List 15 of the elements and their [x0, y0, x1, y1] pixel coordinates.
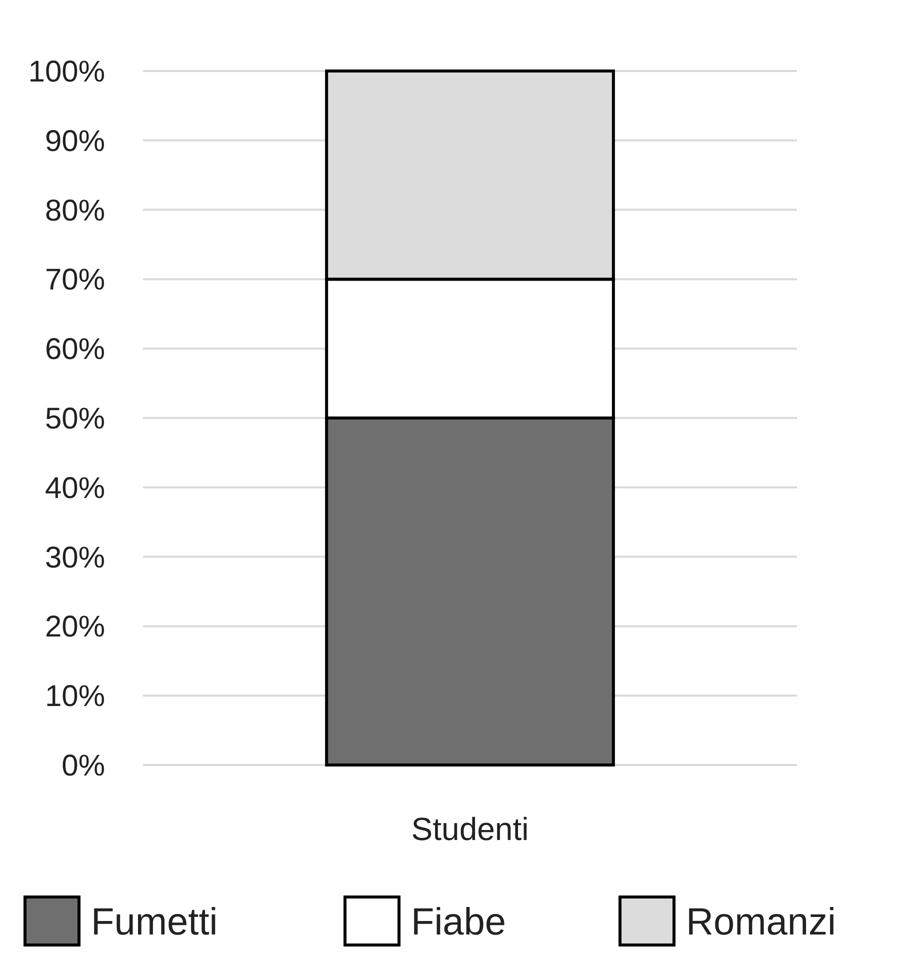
y-tick-label: 50% [44, 402, 105, 436]
y-tick-label: 0% [62, 750, 105, 782]
y-tick-label: 20% [44, 610, 105, 644]
y-tick-label: 10% [44, 680, 105, 714]
legend-label: Fumetti [91, 901, 218, 944]
legend-label: Fiabe [411, 901, 506, 944]
legend-label: Romanzi [686, 901, 836, 944]
y-tick-label: 40% [44, 472, 105, 505]
y-tick-label: 30% [44, 541, 105, 574]
x-tick-label: Studenti [411, 811, 529, 847]
y-tick-label: 80% [44, 194, 105, 228]
y-tick-label: 90% [44, 124, 105, 158]
y-tick-label: 100% [28, 56, 105, 88]
y-tick-label: 60% [44, 333, 105, 366]
y-tick-label: 70% [44, 264, 105, 297]
